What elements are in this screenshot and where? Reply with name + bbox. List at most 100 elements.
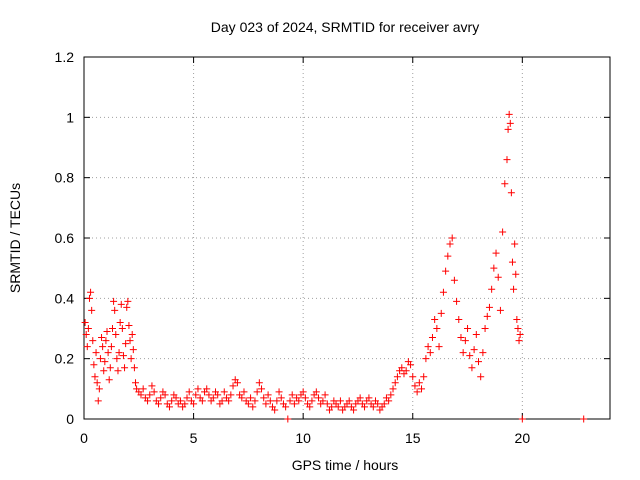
x-tick-label: 15 xyxy=(405,430,421,446)
data-point xyxy=(113,355,121,363)
data-point xyxy=(101,358,109,366)
data-point xyxy=(494,273,502,281)
data-point xyxy=(431,315,439,323)
data-point xyxy=(262,400,270,408)
data-point xyxy=(81,318,89,326)
data-point xyxy=(122,340,130,348)
data-point xyxy=(334,403,342,411)
data-point xyxy=(369,403,377,411)
data-point xyxy=(129,346,137,354)
data-point xyxy=(82,331,90,339)
data-point xyxy=(374,400,382,408)
data-point xyxy=(244,400,252,408)
data-point xyxy=(380,400,388,408)
data-point xyxy=(437,309,445,317)
data-point xyxy=(284,415,292,423)
data-point xyxy=(503,156,511,164)
data-point xyxy=(127,355,135,363)
data-point xyxy=(168,397,176,405)
data-point xyxy=(218,397,226,405)
data-point xyxy=(111,306,119,314)
data-point xyxy=(506,119,514,127)
data-point xyxy=(513,315,521,323)
y-tick-label: 0.6 xyxy=(55,230,75,246)
data-point xyxy=(238,394,246,402)
data-point xyxy=(139,385,147,393)
data-point xyxy=(148,382,156,390)
y-tick-label: 0.8 xyxy=(55,170,75,186)
data-point xyxy=(466,352,474,360)
data-point xyxy=(108,325,116,332)
data-point xyxy=(266,397,274,405)
y-tick-labels: 0 0.2 0.4 0.6 0.8 1 1.2 xyxy=(55,49,75,427)
data-point xyxy=(104,349,112,357)
data-point xyxy=(580,415,588,423)
data-point xyxy=(299,388,307,396)
data-point xyxy=(315,394,323,402)
data-point xyxy=(99,343,107,351)
data-point xyxy=(264,391,272,399)
data-point xyxy=(124,297,132,305)
data-point xyxy=(121,364,129,372)
data-point xyxy=(516,331,524,339)
data-point xyxy=(103,328,111,336)
x-axis-label: GPS time / hours xyxy=(292,457,399,473)
data-point xyxy=(295,397,303,405)
data-point xyxy=(125,321,133,329)
data-point xyxy=(288,391,296,399)
data-point xyxy=(464,325,472,332)
data-point xyxy=(505,110,513,118)
data-point xyxy=(409,373,417,381)
data-point xyxy=(413,388,421,396)
data-point xyxy=(249,403,257,411)
data-point xyxy=(475,358,482,366)
data-point xyxy=(472,331,480,339)
y-tick-label: 0.2 xyxy=(55,351,75,367)
y-tick-label: 0 xyxy=(66,411,74,427)
chart-title: Day 023 of 2024, SRMTID for receiver avr… xyxy=(211,19,479,35)
data-point xyxy=(312,388,320,396)
data-point xyxy=(119,352,127,360)
data-point xyxy=(433,325,441,332)
data-point xyxy=(290,400,298,408)
data-point xyxy=(88,306,96,314)
data-point xyxy=(483,312,491,320)
data-point xyxy=(426,349,434,357)
data-point xyxy=(183,394,191,402)
data-point xyxy=(89,337,97,345)
data-point xyxy=(112,331,120,339)
data-point xyxy=(229,382,237,390)
data-point xyxy=(446,240,454,248)
data-point xyxy=(389,385,397,393)
data-point xyxy=(492,249,500,257)
data-point xyxy=(128,331,136,339)
data-point xyxy=(435,343,443,351)
data-point xyxy=(393,373,401,381)
data-point xyxy=(510,285,518,293)
data-point xyxy=(385,397,393,405)
data-point xyxy=(345,397,353,405)
data-point xyxy=(126,337,134,345)
y-axis-label: SRMTID / TECUs xyxy=(7,183,23,293)
data-point xyxy=(90,361,98,369)
data-point xyxy=(105,376,113,384)
data-point xyxy=(220,388,228,396)
data-point xyxy=(247,394,255,402)
data-point xyxy=(418,385,426,393)
data-point xyxy=(273,397,281,405)
data-point xyxy=(275,388,283,396)
data-point xyxy=(301,394,309,402)
data-point xyxy=(91,373,99,381)
data-point xyxy=(356,394,364,402)
data-point xyxy=(155,400,163,408)
x-tick-label: 5 xyxy=(190,430,198,446)
data-point xyxy=(459,349,467,357)
data-point xyxy=(227,391,235,399)
grid xyxy=(84,57,610,419)
data-point xyxy=(424,343,432,351)
data-point xyxy=(336,397,344,405)
data-point xyxy=(84,325,92,332)
data-point xyxy=(442,267,450,275)
data-point xyxy=(488,285,496,293)
